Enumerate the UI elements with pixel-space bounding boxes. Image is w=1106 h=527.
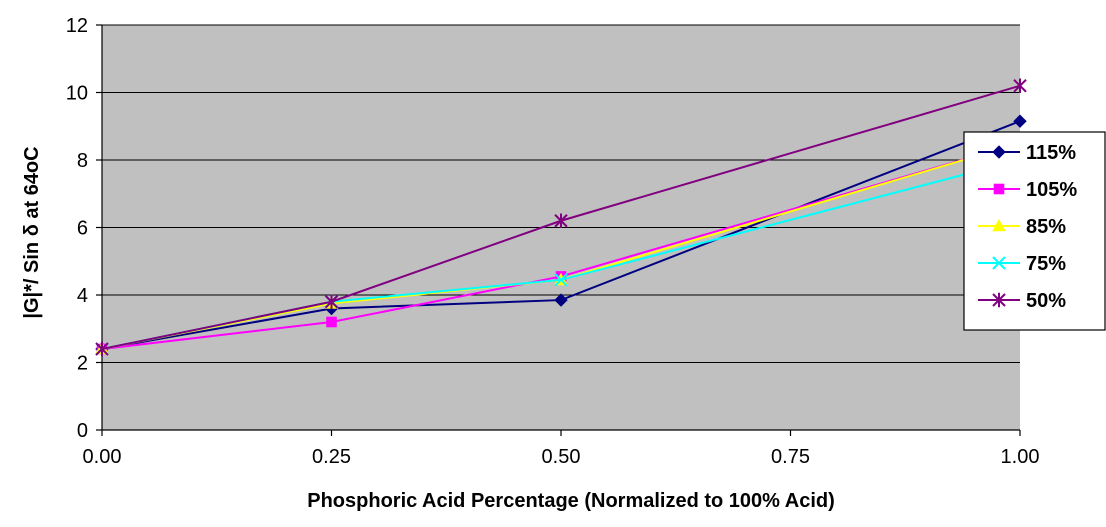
x-tick-label: 0.75 [771,446,810,468]
y-tick-label: 10 [66,83,88,105]
series-line [101,142,1021,350]
y-tick-label: 0 [77,420,88,442]
legend-entry: 50% [978,290,1066,312]
x-tick-label: 1.00 [1001,446,1040,468]
legend-entry: 75% [978,253,1066,275]
series-line [101,84,1021,350]
legend-marker [993,183,1005,195]
legend-label: 85% [1026,216,1066,238]
data-point [554,273,568,287]
data-point [324,294,339,309]
series-layer [95,78,1027,357]
legend-label: 75% [1026,253,1066,275]
legend-entry: 85% [978,216,1066,238]
legend-entry: 105% [978,179,1077,201]
legend-box [963,131,1106,331]
data-point [554,213,568,228]
data-point [1013,114,1027,128]
axes: 0 2 4 6 8 10 12 0.00 0.25 0.50 0.75 1.00 [66,15,1040,468]
data-point [554,293,568,307]
x-tick-label: 0.50 [542,446,581,468]
data-point [326,316,337,328]
legend: 115% 105% 85% 75% 50% [963,131,1106,331]
x-tick-label: 0.25 [312,446,351,468]
legend-label: 50% [1026,290,1066,312]
data-point [95,341,109,357]
series-4 [95,78,1027,357]
legend-marker [992,218,1006,232]
x-tick-label: 0.00 [83,446,122,468]
y-tick-label: 12 [66,15,88,37]
y-tick-label: 2 [77,353,88,375]
y-tick-label: 6 [77,218,88,240]
legend-marker [992,145,1006,159]
legend-label: 115% [1026,142,1076,164]
y-tick-label: 4 [77,285,88,307]
x-axis-title: Phosphoric Acid Percentage (Normalized t… [307,490,835,512]
y-axis-title: |G|*/ Sin δ at 64oC [21,146,43,318]
legend-marker [992,292,1006,308]
data-point [1013,78,1027,93]
legend-entry: 115% [978,142,1076,164]
legend-marker [992,256,1006,270]
y-tick-label: 8 [77,150,88,172]
legend-label: 105% [1026,179,1077,201]
